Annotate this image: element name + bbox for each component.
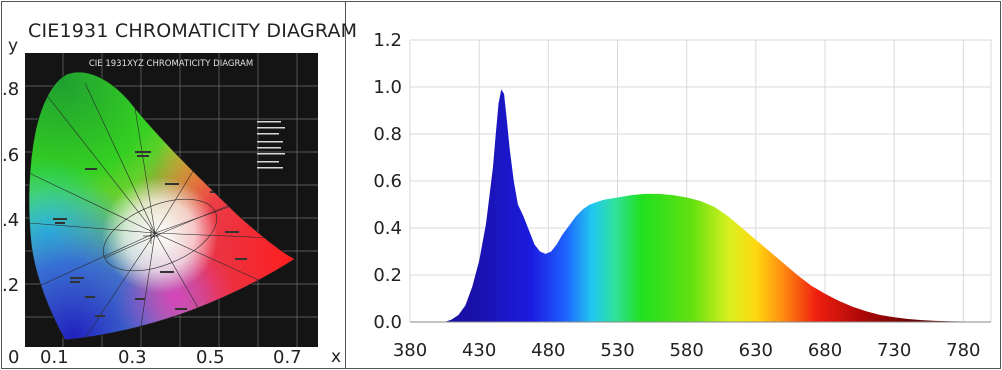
- cie-y-tick-label: .6: [2, 145, 20, 166]
- cie-y-tick-label: .2: [2, 275, 20, 296]
- cie-y-tick-label: .8: [2, 79, 20, 100]
- spectrum-x-tick-label: 430: [462, 340, 496, 361]
- cie-y-tick-label: .4: [2, 210, 20, 231]
- cie-x-tick-label: 0.5: [196, 347, 225, 368]
- cie-x-axis-letter: x: [331, 347, 342, 367]
- spectrum-x-tick-label: 780: [946, 340, 980, 361]
- spectrum-x-tick-label: 480: [531, 340, 565, 361]
- spectrum-area: [444, 89, 991, 322]
- cie-x-tick-label: 0: [8, 347, 20, 368]
- spectrum-x-tick-label: 680: [808, 340, 842, 361]
- panel-divider: [345, 1, 346, 369]
- spectrum-y-tick-label: 0.2: [373, 265, 402, 286]
- cie-region-lines: [28, 82, 276, 339]
- cie-diagram-svg: CIE 1931XYZ CHROMATICITY DIAGRAM: [25, 53, 318, 347]
- cie-x-tick-label: 0.7: [273, 347, 302, 368]
- cie-diagram-image: CIE 1931XYZ CHROMATICITY DIAGRAM: [25, 53, 318, 347]
- spectrum-y-tick-label: 0.8: [373, 124, 402, 145]
- spectrum-y-tick-label: 0.4: [373, 218, 402, 239]
- spectrum-x-tick-label: 630: [739, 340, 773, 361]
- cie-inner-title: CIE 1931XYZ CHROMATICITY DIAGRAM: [89, 59, 253, 69]
- spectrum-x-tick-labels: 380 430 480 530 580 630 680 730 780: [393, 340, 981, 361]
- spectrum-y-tick-label: 1.0: [373, 77, 402, 98]
- cie-legend-marks: [257, 121, 285, 169]
- cie-center-cross-icon: [143, 228, 159, 244]
- spectrum-chart-svg: 0.0 0.2 0.4 0.6 0.8 1.0 1.2 380 430 480 530 580 630…: [373, 30, 992, 361]
- cie-x-tick-label: 0.3: [118, 347, 147, 368]
- spectrum-y-tick-label: 0.0: [373, 312, 402, 333]
- cie-diagram-title: CIE1931 CHROMATICITY DIAGRAM: [28, 20, 358, 42]
- spectrum-x-tick-label: 730: [877, 340, 911, 361]
- cie-x-tick-label: 0.1: [40, 347, 69, 368]
- spectrum-y-tick-label: 0.6: [373, 171, 402, 192]
- spectrum-x-tick-label: 530: [600, 340, 634, 361]
- spectrum-y-tick-labels: 0.0 0.2 0.4 0.6 0.8 1.0 1.2: [373, 30, 402, 333]
- spectrum-x-tick-label: 580: [669, 340, 703, 361]
- spectrum-chart: 0.0 0.2 0.4 0.6 0.8 1.0 1.2 380 430 480 530 580 630…: [346, 2, 1001, 368]
- cie-locus-outline: [28, 71, 296, 341]
- spectrum-x-tick-label: 380: [393, 340, 427, 361]
- spectrum-y-tick-label: 1.2: [373, 30, 402, 51]
- cie-y-axis-letter: y: [8, 36, 19, 56]
